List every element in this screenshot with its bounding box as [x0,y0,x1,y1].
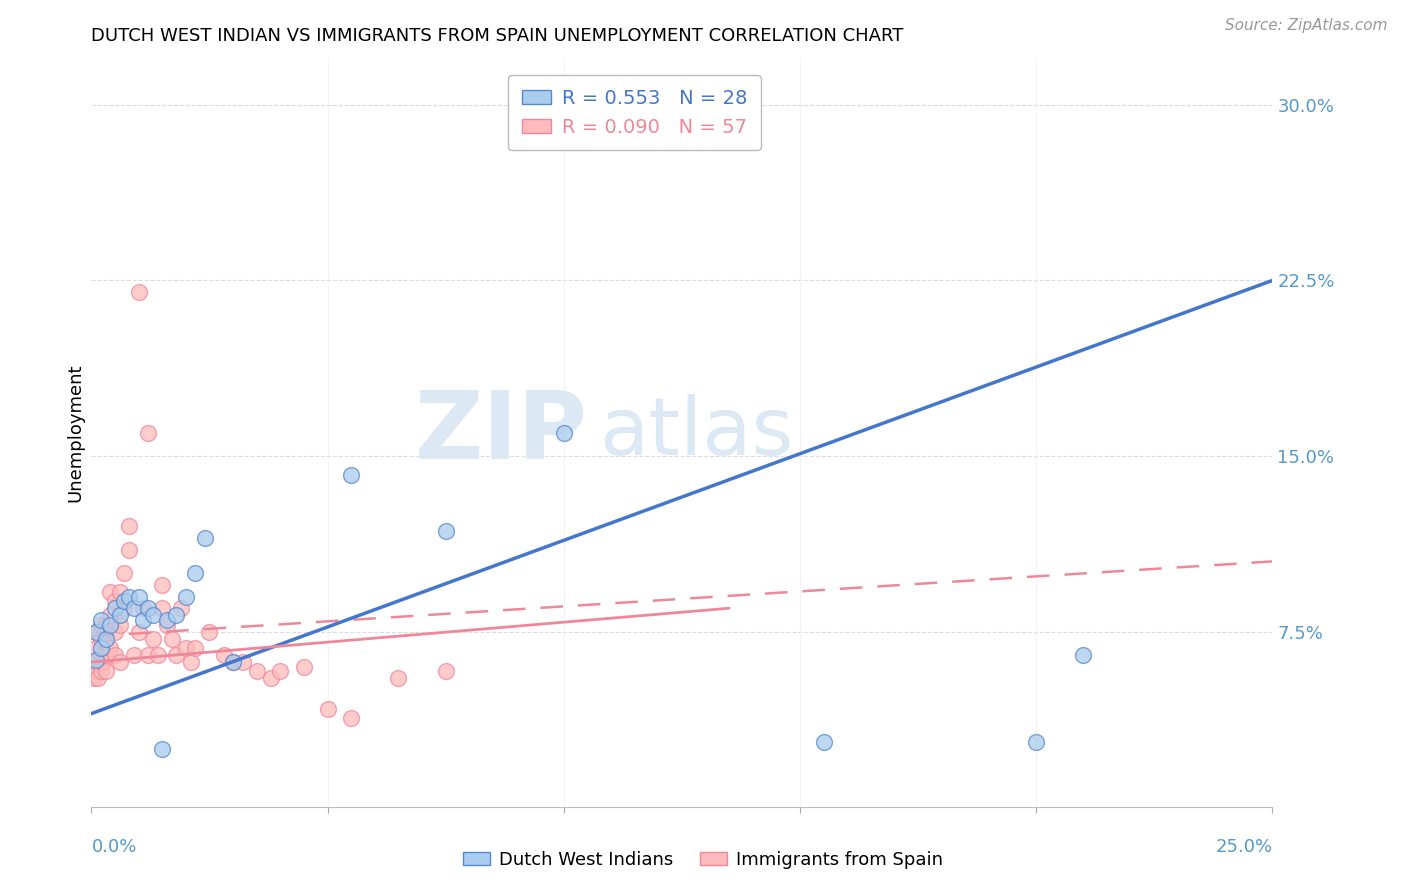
Point [90,613,112,627]
Point [90,617,112,632]
Point [136,601,159,615]
Point [84,624,107,639]
Point [98,640,121,655]
Point [104,648,127,662]
Point [434,524,457,538]
Point [156,613,179,627]
Point [150,578,173,592]
Point [128,624,150,639]
Text: 25.0%: 25.0% [1215,838,1272,855]
Point [94,632,117,646]
Point [122,648,145,662]
Y-axis label: Unemployment: Unemployment [66,363,84,502]
Point [90,665,112,679]
Point [212,648,235,662]
Point [94,648,117,662]
Legend: R = 0.553   N = 28, R = 0.090   N = 57: R = 0.553 N = 28, R = 0.090 N = 57 [508,75,762,150]
Point [198,624,221,639]
Legend: Dutch West Indians, Immigrants from Spain: Dutch West Indians, Immigrants from Spai… [456,844,950,876]
Point [98,585,121,599]
Point [136,648,159,662]
Point [316,702,339,716]
Point [269,665,291,679]
Point [91,655,114,669]
Point [104,624,127,639]
Point [194,531,217,545]
Point [84,640,107,655]
Point [434,665,457,679]
Point [232,655,254,669]
Point [98,617,121,632]
Point [84,655,107,669]
Point [146,648,169,662]
Text: atlas: atlas [599,393,793,472]
Point [84,624,107,639]
Point [98,608,121,623]
Point [150,601,173,615]
Text: DUTCH WEST INDIAN VS IMMIGRANTS FROM SPAIN UNEMPLOYMENT CORRELATION CHART: DUTCH WEST INDIAN VS IMMIGRANTS FROM SPA… [91,28,904,45]
Text: Source: ZipAtlas.com: Source: ZipAtlas.com [1225,18,1388,33]
Point [553,425,575,440]
Point [165,648,187,662]
Point [142,608,165,623]
Point [184,566,207,580]
Point [128,590,150,604]
Point [132,613,155,627]
Point [114,566,136,580]
Point [260,672,283,686]
Point [174,640,197,655]
Point [90,640,112,655]
Point [813,735,835,749]
Point [160,632,183,646]
Point [222,655,245,669]
Point [108,655,131,669]
Point [132,601,155,615]
Point [114,601,136,615]
Point [108,608,131,623]
Point [174,590,197,604]
Point [165,608,187,623]
Point [118,542,141,557]
Point [104,601,127,615]
Point [1025,735,1047,749]
Point [387,672,409,686]
Point [84,665,107,679]
Point [90,632,112,646]
Point [118,519,141,533]
Point [94,665,117,679]
Point [292,660,315,674]
Point [87,672,110,686]
Point [180,655,202,669]
Point [122,601,145,615]
Point [142,632,165,646]
Text: ZIP: ZIP [415,386,588,479]
Point [90,648,112,662]
Point [184,640,207,655]
Point [128,285,150,299]
Point [94,632,117,646]
Point [1073,648,1095,662]
Point [114,594,136,608]
Point [84,653,107,667]
Text: 0.0%: 0.0% [91,838,136,855]
Point [222,655,245,669]
Point [340,711,363,725]
Point [104,594,127,608]
Point [246,665,269,679]
Point [108,617,131,632]
Point [150,741,173,756]
Point [83,672,105,686]
Point [156,617,179,632]
Point [170,601,193,615]
Point [136,425,159,440]
Point [340,467,363,482]
Point [108,585,131,599]
Point [118,590,141,604]
Point [94,617,117,632]
